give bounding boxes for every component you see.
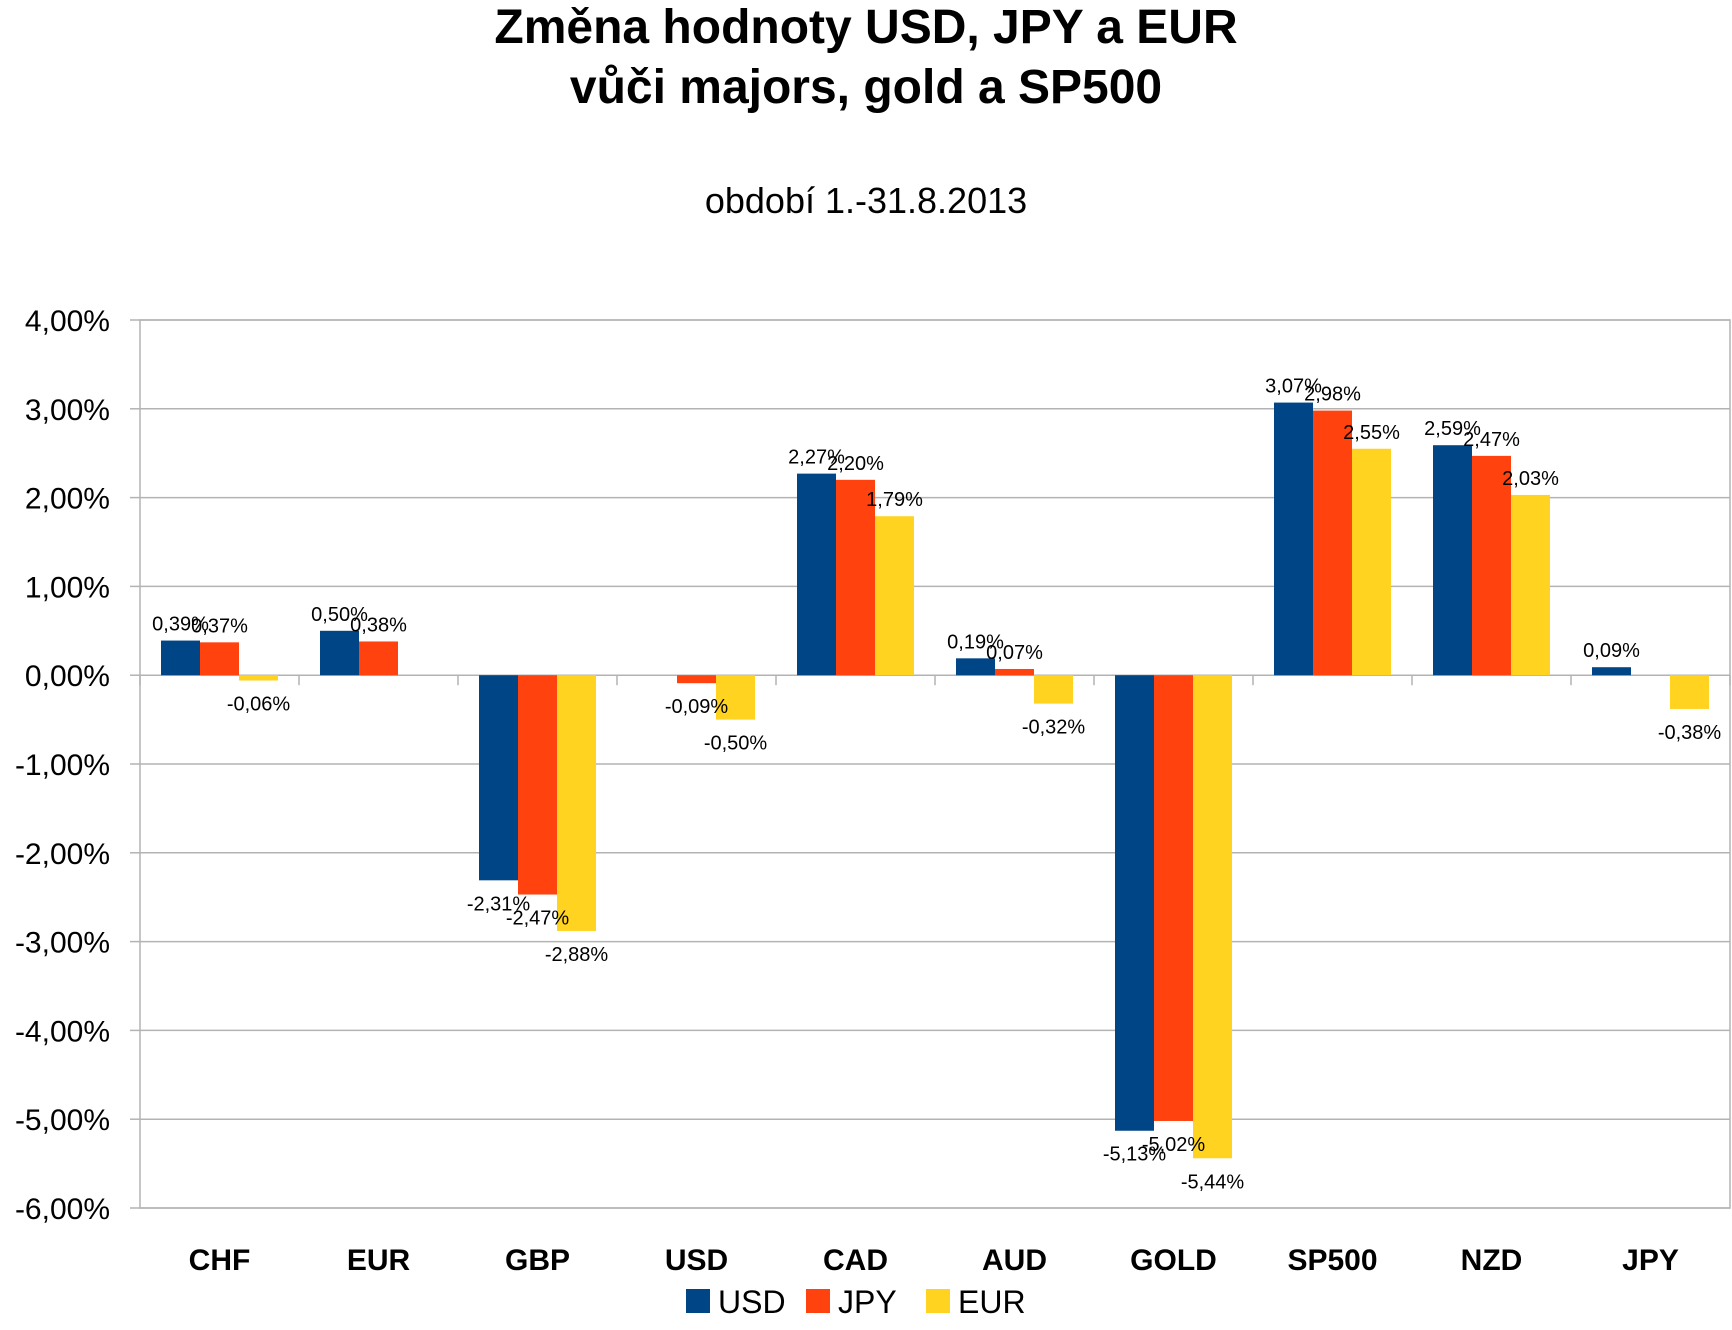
x-tick-label: CHF bbox=[189, 1244, 251, 1277]
data-label: -2,31% bbox=[467, 893, 531, 915]
legend-label-jpy: JPY bbox=[838, 1284, 897, 1320]
bar-jpy bbox=[836, 479, 875, 676]
data-label: 2,55% bbox=[1343, 422, 1400, 444]
data-label: -0,06% bbox=[227, 694, 291, 716]
chart-title-line1: Změna hodnoty USD, JPY a EUR bbox=[494, 1, 1238, 54]
data-label: -0,38% bbox=[1658, 722, 1722, 744]
bar-eur bbox=[1511, 494, 1550, 676]
data-label: 0,19% bbox=[947, 631, 1004, 653]
x-tick-label: AUD bbox=[982, 1244, 1047, 1277]
bar-usd bbox=[956, 658, 995, 676]
bar-jpy bbox=[1472, 455, 1511, 676]
legend-swatch-usd bbox=[686, 1289, 710, 1313]
data-label: 2,03% bbox=[1502, 468, 1559, 490]
y-tick-label: -2,00% bbox=[15, 838, 110, 871]
bar-usd bbox=[161, 640, 200, 676]
bar-eur bbox=[557, 675, 596, 931]
y-tick-label: 4,00% bbox=[25, 305, 110, 338]
data-label: 1,79% bbox=[866, 489, 923, 511]
data-label: 0,07% bbox=[986, 642, 1043, 664]
data-label: 3,07% bbox=[1265, 376, 1322, 398]
data-label: 0,50% bbox=[311, 604, 368, 626]
bar-jpy bbox=[995, 668, 1034, 676]
data-label: 0,39% bbox=[152, 614, 209, 636]
legend-label-eur: EUR bbox=[958, 1284, 1026, 1320]
bar-jpy bbox=[359, 641, 398, 676]
x-tick-label: USD bbox=[665, 1244, 728, 1277]
chart-title-line2: vůči majors, gold a SP500 bbox=[569, 61, 1163, 114]
bar-eur bbox=[1352, 448, 1391, 676]
y-tick-label: 3,00% bbox=[25, 394, 110, 427]
x-tick-label: EUR bbox=[347, 1244, 411, 1277]
bar-usd bbox=[479, 675, 518, 881]
bar-usd bbox=[1274, 402, 1313, 676]
x-tick-label: GOLD bbox=[1130, 1244, 1217, 1277]
plot-area-border bbox=[139, 319, 1731, 1209]
data-label: -0,50% bbox=[704, 733, 768, 755]
y-tick-label: -5,00% bbox=[15, 1104, 110, 1137]
data-label: -5,02% bbox=[1142, 1134, 1206, 1156]
data-label: 2,20% bbox=[827, 453, 884, 475]
bar-eur bbox=[875, 516, 914, 676]
bar-usd bbox=[1433, 445, 1472, 676]
x-tick-label: SP500 bbox=[1287, 1244, 1377, 1277]
x-tick-label: CAD bbox=[823, 1244, 888, 1277]
bar-jpy bbox=[200, 642, 239, 676]
legend-swatch-eur bbox=[926, 1289, 950, 1313]
chart-subtitle: období 1.-31.8.2013 bbox=[704, 180, 1028, 221]
bar-jpy bbox=[677, 675, 716, 684]
bar-eur bbox=[716, 675, 755, 720]
x-tick-label: GBP bbox=[505, 1244, 570, 1277]
bar-eur bbox=[1034, 675, 1073, 704]
y-tick-label: 0,00% bbox=[25, 660, 110, 693]
y-tick-label: -6,00% bbox=[15, 1193, 110, 1226]
bar-eur bbox=[1193, 675, 1232, 1159]
y-tick-label: 1,00% bbox=[25, 571, 110, 604]
data-label: 2,47% bbox=[1463, 429, 1520, 451]
data-label: -5,13% bbox=[1103, 1144, 1167, 1166]
bar-eur bbox=[1670, 675, 1709, 709]
data-label: -0,09% bbox=[665, 696, 729, 718]
data-label: 2,98% bbox=[1304, 384, 1361, 406]
bar-eur bbox=[239, 675, 278, 681]
data-label: -2,47% bbox=[506, 908, 570, 930]
legend-swatch-jpy bbox=[806, 1289, 830, 1313]
data-label: 0,09% bbox=[1583, 640, 1640, 662]
legend-label-usd: USD bbox=[718, 1284, 786, 1320]
data-label: 0,38% bbox=[350, 614, 407, 636]
y-tick-label: 2,00% bbox=[25, 483, 110, 516]
data-label: -5,44% bbox=[1181, 1171, 1245, 1193]
data-label: 0,37% bbox=[191, 615, 248, 637]
y-tick-label: -4,00% bbox=[15, 1015, 110, 1048]
bar-usd bbox=[1592, 667, 1631, 676]
data-label: -2,88% bbox=[545, 944, 609, 966]
x-tick-label: JPY bbox=[1622, 1244, 1679, 1277]
bar-usd bbox=[320, 630, 359, 676]
y-tick-label: -1,00% bbox=[15, 749, 110, 782]
y-tick-label: -3,00% bbox=[15, 927, 110, 960]
bar-jpy bbox=[518, 675, 557, 895]
bar-usd bbox=[1115, 675, 1154, 1131]
x-tick-label: NZD bbox=[1461, 1244, 1523, 1277]
data-label: 2,27% bbox=[788, 447, 845, 469]
data-label: 2,59% bbox=[1424, 418, 1481, 440]
bar-jpy bbox=[1313, 410, 1352, 676]
data-label: -0,32% bbox=[1022, 717, 1086, 739]
bar-usd bbox=[797, 473, 836, 676]
bar-jpy bbox=[1154, 675, 1193, 1121]
